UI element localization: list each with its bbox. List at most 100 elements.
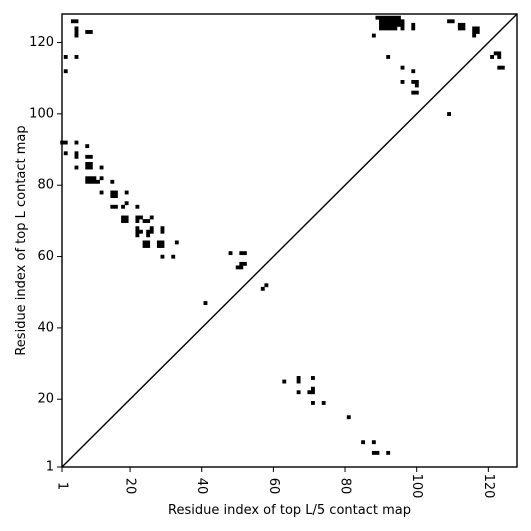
contact-cell-top-l5 — [310, 390, 315, 395]
x-tick-label: 80 — [338, 478, 353, 495]
contact-cell-top-l — [386, 55, 391, 59]
contact-cell-top-l — [146, 244, 151, 248]
contact-cell-top-l — [393, 22, 398, 27]
contact-cell-top-l5 — [310, 401, 315, 405]
y-tick-label: 60 — [37, 249, 54, 264]
contact-cell-top-l — [149, 226, 154, 231]
x-tick-label: 20 — [123, 478, 138, 495]
contact-cell-top-l — [450, 19, 455, 24]
contact-cell-top-l — [160, 244, 165, 248]
contact-cell-top-l — [63, 55, 68, 59]
contact-cell-top-l — [142, 219, 147, 223]
y-tick-label: 120 — [29, 35, 54, 50]
contact-cell-top-l — [124, 215, 129, 220]
contact-cell-top-l — [379, 26, 383, 31]
contact-cell-top-l — [85, 144, 90, 149]
x-tick-label: 100 — [409, 474, 424, 499]
contact-cell-top-l — [110, 190, 115, 195]
contact-cell-top-l — [85, 176, 90, 181]
x-tick-label: 40 — [194, 478, 209, 495]
contact-cell-top-l — [472, 26, 477, 31]
x-tick-label: 120 — [481, 474, 496, 499]
contact-cell-top-l — [386, 26, 391, 31]
contact-cell-top-l — [228, 251, 233, 256]
contact-cell-top-l — [414, 79, 419, 84]
contact-cell-top-l5 — [386, 450, 391, 455]
contact-cell-top-l — [74, 154, 79, 159]
contact-cell-top-l — [396, 19, 401, 24]
contact-cell-top-l — [88, 176, 93, 181]
contact-cell-top-l — [389, 19, 394, 24]
x-axis-label: Residue index of top L/5 contact map — [168, 503, 411, 518]
contact-cell-top-l — [74, 30, 79, 34]
contact-cell-top-l — [382, 19, 387, 24]
contact-cell-top-l — [264, 283, 269, 288]
contact-cell-top-l — [85, 154, 90, 159]
contact-cell-top-l — [400, 26, 405, 31]
contact-cell-top-l — [239, 261, 244, 266]
contact-cell-top-l — [475, 30, 480, 34]
y-tick-label: 100 — [29, 106, 54, 121]
contact-cell-top-l — [497, 55, 502, 59]
contact-cell-top-l5 — [282, 379, 287, 384]
y-axis-label: Residue index of top L contact map — [14, 125, 29, 355]
y-tick-label: 40 — [37, 320, 54, 335]
contact-cell-top-l — [472, 33, 477, 38]
contact-cell-top-l — [400, 22, 405, 27]
plot-frame — [61, 13, 518, 468]
contact-cell-top-l — [393, 19, 398, 24]
contact-cell-top-l — [99, 165, 104, 170]
contact-cell-top-l — [149, 229, 154, 234]
contact-cell-top-l — [92, 176, 97, 181]
contact-cell-top-l — [63, 151, 68, 156]
diagonal-line — [61, 13, 518, 468]
contact-cell-top-l — [149, 215, 154, 220]
contact-cell-top-l — [389, 22, 394, 27]
contact-cell-top-l — [411, 69, 416, 74]
contact-cell-top-l — [203, 301, 208, 306]
contact-cell-top-l — [85, 30, 90, 34]
contact-cell-top-l — [99, 190, 104, 195]
contact-cell-top-l5 — [375, 450, 380, 455]
contact-cell-top-l — [146, 240, 151, 245]
contact-cell-top-l — [113, 204, 118, 209]
contact-cell-top-l — [414, 83, 419, 88]
contact-cell-top-l5 — [310, 386, 315, 391]
contact-cell-top-l — [242, 261, 247, 266]
contact-cell-top-l — [411, 26, 416, 31]
contact-cell-top-l — [156, 244, 161, 248]
contact-cell-top-l — [74, 33, 79, 38]
x-tick-label: 60 — [266, 478, 281, 495]
x-axis-ticks: 1 20 40 60 80 100 120 — [55, 467, 496, 498]
y-tick-label: 1 — [46, 460, 54, 475]
contact-cell-top-l — [389, 15, 394, 20]
y-tick-label: 80 — [37, 178, 54, 193]
contact-cell-top-l — [371, 33, 376, 38]
contact-cell-top-l5 — [310, 376, 315, 380]
contact-cell-top-l — [497, 65, 502, 70]
contact-cell-top-l — [74, 26, 79, 31]
contact-cell-top-l5 — [371, 450, 376, 455]
contact-cell-top-l — [260, 286, 265, 291]
contact-cell-top-l — [493, 51, 498, 56]
contact-cell-top-l — [379, 19, 383, 24]
contact-cell-top-l — [242, 251, 247, 256]
contact-cell-top-l — [74, 55, 79, 59]
contact-cell-top-l — [396, 15, 401, 20]
contact-cell-top-l — [135, 215, 140, 220]
contact-cell-top-l — [386, 15, 391, 20]
contact-cell-top-l — [124, 201, 129, 206]
contact-cell-top-l — [235, 265, 240, 270]
contact-cell-top-l — [113, 194, 118, 198]
contact-cell-top-l — [239, 251, 244, 256]
contact-cell-top-l — [74, 140, 79, 145]
contact-cell-top-l — [124, 190, 129, 195]
contact-cell-top-l — [461, 22, 466, 27]
contact-cell-top-l — [389, 26, 394, 31]
contact-cell-top-l — [110, 204, 115, 209]
contact-cell-top-l — [92, 179, 97, 184]
contact-cell-top-l5 — [296, 376, 301, 380]
contact-cell-top-l5 — [361, 440, 366, 445]
contact-cell-top-l — [400, 65, 405, 70]
